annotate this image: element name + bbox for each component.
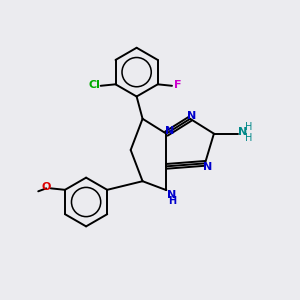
Text: N: N [203, 162, 212, 172]
Text: H: H [245, 133, 253, 143]
Text: H: H [245, 122, 253, 132]
Text: H: H [168, 196, 176, 206]
Text: N: N [167, 190, 176, 200]
Text: N: N [187, 111, 196, 121]
Text: Cl: Cl [88, 80, 100, 90]
Text: N: N [238, 127, 247, 137]
Text: F: F [174, 80, 181, 90]
Text: O: O [42, 182, 51, 192]
Text: N: N [165, 126, 175, 136]
